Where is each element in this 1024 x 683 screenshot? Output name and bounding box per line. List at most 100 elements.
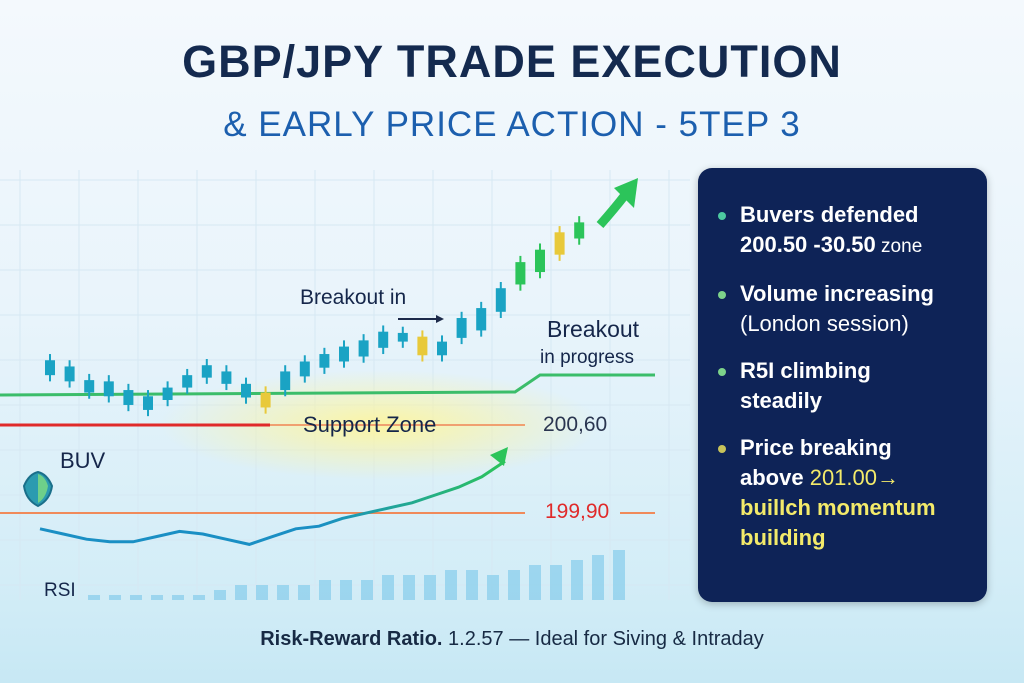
shield-icon-highlight [38, 474, 48, 503]
candle-body [182, 375, 193, 388]
item-range: 200.50 -30.50 [740, 232, 876, 257]
support-zone-label: Support Zone [303, 412, 437, 437]
candle [495, 281, 506, 319]
item-text: Buvers defended [740, 202, 919, 227]
candle-body [103, 381, 114, 397]
candle [358, 334, 369, 363]
item-text: building [740, 525, 826, 550]
candle [397, 326, 408, 348]
bullet-icon [718, 212, 726, 220]
item-text: (London session) [740, 311, 909, 336]
volume-bar [88, 595, 100, 600]
candle [162, 381, 173, 407]
volume-bar [466, 570, 478, 600]
candle-body [495, 288, 506, 312]
candle-body [378, 331, 389, 348]
candle-body [476, 308, 487, 331]
volume-bar [592, 555, 604, 600]
level-199-90: 199,90 [545, 500, 610, 523]
volume-bar [403, 575, 415, 600]
volume-bar [277, 585, 289, 600]
volume-bar [298, 585, 310, 600]
bullet-icon [718, 445, 726, 453]
candle-body [417, 336, 428, 356]
candle-body [64, 366, 75, 382]
candle-body [45, 360, 55, 376]
volume-bar [487, 575, 499, 600]
candle [45, 354, 55, 382]
trend-arrow [596, 192, 629, 228]
bullet-icon [718, 368, 726, 376]
item-text: above [740, 465, 810, 490]
bullet-icon [718, 291, 726, 299]
volume-bar [361, 580, 373, 600]
candle [182, 368, 193, 394]
volume-bar [319, 580, 331, 600]
candle [339, 340, 349, 368]
level-200-60: 200,60 [543, 413, 608, 436]
candle-body [437, 341, 447, 356]
candle-body [84, 380, 95, 393]
candle-body [397, 332, 408, 342]
item-text: R5I climbing [740, 358, 871, 383]
breakout-line [0, 373, 655, 397]
candle-body [201, 365, 212, 378]
candle [103, 375, 114, 403]
volume-bar [109, 595, 121, 600]
candle-body [319, 354, 330, 368]
candle [280, 365, 291, 397]
volume-bar [445, 570, 457, 600]
candle-body [241, 383, 251, 398]
in-progress-label: in progress [540, 347, 634, 368]
item-text: builIch momentum [740, 495, 936, 520]
page-subtitle: & EARLY PRICE ACTION - 5TEP 3 [223, 105, 801, 144]
candle [201, 359, 212, 384]
volume-bar [550, 565, 562, 600]
candle [437, 335, 447, 362]
candle-body [515, 262, 526, 285]
candle [123, 383, 134, 412]
candle-body [339, 346, 349, 362]
item-price-highlight: 201.00→ [809, 465, 899, 490]
rsi-arrowhead [490, 447, 508, 466]
candles [45, 216, 585, 417]
candle-body [574, 222, 585, 239]
candle-body [260, 392, 271, 408]
panel-item-volume: Volume increasing (London session) [718, 279, 975, 339]
volume-bar [130, 595, 142, 600]
candle [515, 255, 526, 291]
volume-bar [571, 560, 583, 600]
panel-item-price: Price breaking above 201.00→ builIch mom… [718, 433, 975, 553]
item-text: Price breaking [740, 435, 892, 460]
candle-body [554, 232, 565, 255]
panel-item-rsi: R5I climbing steadily [718, 356, 975, 416]
item-text: Volume increasing [740, 281, 934, 306]
volume-bars [88, 550, 625, 600]
candle [84, 373, 95, 399]
volume-bar [508, 570, 520, 600]
candle-body [535, 249, 545, 273]
candle-body [358, 340, 369, 357]
rsi-line [39, 459, 506, 546]
item-text: steadily [740, 388, 822, 413]
page-title: GBP/JPY TRADE EXECUTION [182, 36, 842, 87]
volume-bar [235, 585, 247, 600]
volume-bar [256, 585, 268, 600]
volume-bar [613, 550, 625, 600]
candle-body [280, 371, 291, 391]
footer-note: Risk-Reward Ratio. 1.2.57 — Ideal for Si… [0, 628, 1024, 651]
candle [378, 325, 389, 355]
volume-bar [382, 575, 394, 600]
volume-bar [214, 590, 226, 600]
candle [476, 301, 487, 337]
candle [574, 216, 585, 245]
breakout-arrowhead [436, 315, 444, 323]
trend-arrowhead [614, 178, 638, 208]
candle [535, 243, 545, 279]
volume-bar [193, 595, 205, 600]
volume-bar [529, 565, 541, 600]
volume-bar [424, 575, 436, 600]
footer-bold: Risk-Reward Ratio. [260, 628, 443, 650]
candle-body [123, 390, 134, 405]
